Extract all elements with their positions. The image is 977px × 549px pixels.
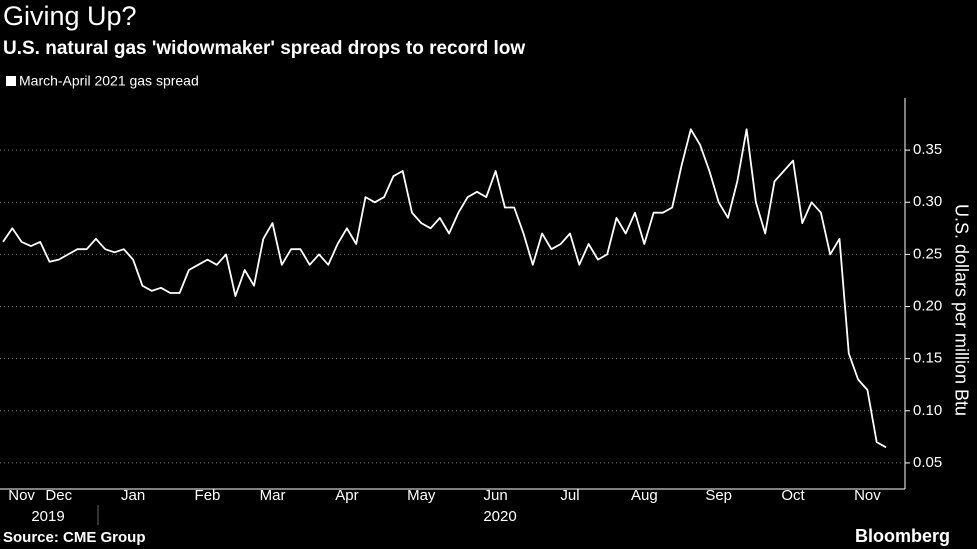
y-tick-label: 0.10 <box>913 402 942 419</box>
y-tick-label: 0.30 <box>913 193 942 210</box>
line-series <box>2 128 887 449</box>
x-tick-label: Jan <box>121 487 145 504</box>
chart-title: Giving Up? <box>3 1 137 31</box>
x-tick-label: Jul <box>560 487 579 504</box>
x-tick-label: May <box>407 487 436 504</box>
chart-subtitle: U.S. natural gas 'widowmaker' spread dro… <box>3 38 525 59</box>
source: Source: CME Group <box>3 529 146 546</box>
x-tick-label: Sep <box>705 487 732 504</box>
y-tick-label: 0.15 <box>913 350 942 367</box>
x-tick-label: Mar <box>260 487 286 504</box>
y-tick-label: 0.20 <box>913 298 942 315</box>
brand: Bloomberg <box>855 526 950 546</box>
x-tick-label: Apr <box>335 487 358 504</box>
x-tick-label: Jun <box>484 487 508 504</box>
legend-label: March-April 2021 gas spread <box>19 73 199 89</box>
y-tick-label: 0.35 <box>913 141 942 158</box>
x-tick-label: Feb <box>195 487 221 504</box>
y-tick-label: 0.05 <box>913 454 942 471</box>
legend-swatch <box>6 76 16 86</box>
x-tick-label: Aug <box>631 487 658 504</box>
x-tick-label: Dec <box>45 487 72 504</box>
y-axis-label: U.S. dollars per million Btu <box>951 204 971 416</box>
x-tick-label: Oct <box>781 487 805 504</box>
x-year-label: 2020 <box>483 508 516 525</box>
x-year-label: 2019 <box>31 508 64 525</box>
x-tick-label: Nov <box>854 487 881 504</box>
x-tick-label: Nov <box>8 487 35 504</box>
y-tick-label: 0.25 <box>913 245 942 262</box>
